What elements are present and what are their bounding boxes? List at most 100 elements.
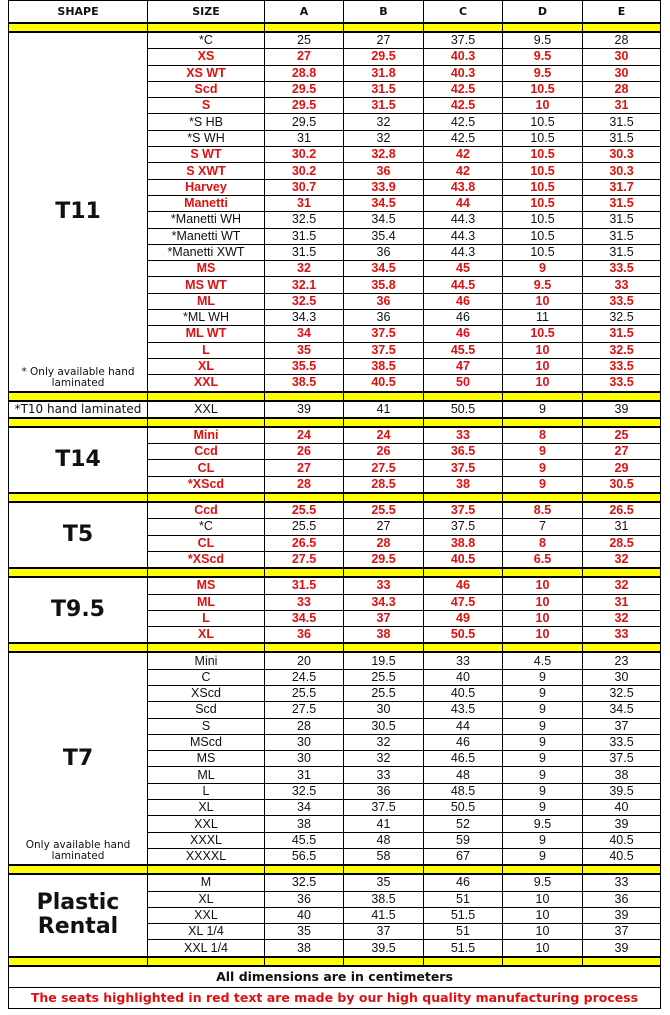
cell-a: 24.5 bbox=[264, 668, 344, 686]
cell-b: 38.5 bbox=[343, 357, 424, 376]
shape-label: T5 bbox=[62, 522, 94, 548]
cell-c: 42.5 bbox=[423, 129, 503, 148]
cell-b: 41 bbox=[343, 815, 424, 833]
cell-b: 40.5 bbox=[343, 374, 424, 393]
cell-e: 33.5 bbox=[582, 357, 661, 376]
cell-size: MS bbox=[147, 750, 265, 768]
header-a: A bbox=[264, 0, 344, 24]
cell-c: 47 bbox=[423, 357, 503, 376]
cell-e: 33 bbox=[582, 626, 661, 644]
cell-d: 9.5 bbox=[502, 48, 583, 66]
table-row: CL 27 27.5 37.5 9 29 bbox=[9, 459, 661, 477]
cell-e: 28 bbox=[582, 80, 661, 99]
cell-c: 44.5 bbox=[423, 276, 503, 294]
cell-e: 31.5 bbox=[582, 194, 661, 213]
cell-c: 46.5 bbox=[423, 750, 503, 768]
cell-e: 39 bbox=[582, 939, 661, 958]
units-note: All dimensions are in centimeters bbox=[8, 965, 661, 988]
cell-e: 32 bbox=[582, 609, 661, 628]
cell-b: 33.9 bbox=[343, 178, 424, 196]
cell-d: 9 bbox=[502, 733, 583, 752]
table-row: S WT 30.2 32.8 42 10.5 30.3 bbox=[9, 146, 661, 164]
cell-a: 26 bbox=[264, 443, 344, 461]
cell-e: 40.5 bbox=[582, 847, 661, 866]
cell-a: 31 bbox=[264, 194, 344, 213]
cell-size: ML bbox=[147, 593, 265, 611]
cell-b: 48 bbox=[343, 831, 424, 849]
cell-d: 9 bbox=[502, 668, 583, 686]
cell-e: 31.5 bbox=[582, 211, 661, 229]
table-row: MS WT 32.1 35.8 44.5 9.5 33 bbox=[9, 276, 661, 294]
cell-size: C bbox=[147, 668, 265, 686]
table-row: S 29.5 31.5 42.5 10 31 bbox=[9, 97, 661, 115]
cell-e: 26.5 bbox=[582, 501, 661, 520]
table-row: XS 27 29.5 40.3 9.5 30 bbox=[9, 48, 661, 66]
header-d: D bbox=[502, 0, 583, 24]
cell-a: 30 bbox=[264, 733, 344, 752]
cell-d: 8 bbox=[502, 534, 583, 552]
cell-size: *Manetti XWT bbox=[147, 243, 265, 262]
cell-a: 31.5 bbox=[264, 227, 344, 245]
cell-size: CL bbox=[147, 534, 265, 552]
cell-d: 9 bbox=[502, 782, 583, 801]
cell-size: L bbox=[147, 782, 265, 801]
red-text-note: The seats highlighted in red text are ma… bbox=[8, 986, 661, 1009]
cell-b: 37 bbox=[343, 923, 424, 941]
cell-b: 19.5 bbox=[343, 651, 424, 670]
cell-d: 8 bbox=[502, 426, 583, 445]
cell-b: 28.5 bbox=[343, 475, 424, 494]
cell-a: 32.1 bbox=[264, 276, 344, 294]
cell-a: 28 bbox=[264, 475, 344, 494]
cell-a: 40 bbox=[264, 906, 344, 925]
cell-c: 44.3 bbox=[423, 227, 503, 245]
cell-c: 46 bbox=[423, 873, 503, 892]
table-row: XL 35.5 38.5 47 10 33.5 bbox=[9, 357, 661, 376]
cell-c: 50.5 bbox=[423, 400, 503, 419]
cell-d: 9 bbox=[502, 701, 583, 719]
separator bbox=[8, 390, 661, 402]
cell-d: 10 bbox=[502, 939, 583, 958]
cell-b: 36 bbox=[343, 243, 424, 262]
shape-cell: *T10 hand laminated bbox=[8, 400, 148, 419]
cell-a: 31 bbox=[264, 129, 344, 148]
cell-a: 25.5 bbox=[264, 684, 344, 703]
cell-size: XL 1/4 bbox=[147, 923, 265, 941]
cell-a: 27.5 bbox=[264, 550, 344, 569]
cell-a: 31.5 bbox=[264, 576, 344, 595]
cell-b: 29.5 bbox=[343, 550, 424, 569]
cell-c: 47.5 bbox=[423, 593, 503, 611]
cell-c: 40.3 bbox=[423, 64, 503, 82]
cell-b: 41 bbox=[343, 400, 424, 419]
cell-d: 6.5 bbox=[502, 550, 583, 569]
cell-size: *XScd bbox=[147, 475, 265, 494]
cell-b: 35.4 bbox=[343, 227, 424, 245]
cell-size: MS WT bbox=[147, 276, 265, 294]
cell-b: 37.5 bbox=[343, 325, 424, 343]
cell-size: Scd bbox=[147, 80, 265, 99]
cell-a: 29.5 bbox=[264, 80, 344, 99]
cell-c: 38.8 bbox=[423, 534, 503, 552]
cell-c: 42.5 bbox=[423, 97, 503, 115]
cell-d: 9.5 bbox=[502, 815, 583, 833]
cell-e: 33 bbox=[582, 276, 661, 294]
cell-b: 58 bbox=[343, 847, 424, 866]
cell-a: 27 bbox=[264, 459, 344, 477]
cell-a: 34.5 bbox=[264, 609, 344, 628]
shape-cell: T5 bbox=[8, 501, 148, 569]
cell-b: 38 bbox=[343, 626, 424, 644]
cell-c: 52 bbox=[423, 815, 503, 833]
cell-c: 50 bbox=[423, 374, 503, 393]
cell-a: 30 bbox=[264, 750, 344, 768]
table-row: L 35 37.5 45.5 10 32.5 bbox=[9, 341, 661, 359]
cell-size: *C bbox=[147, 518, 265, 536]
cell-size: Ccd bbox=[147, 501, 265, 520]
cell-a: 29.5 bbox=[264, 97, 344, 115]
cell-b: 34.5 bbox=[343, 211, 424, 229]
cell-b: 37 bbox=[343, 609, 424, 628]
table-row: *Manetti WT 31.5 35.4 44.3 10.5 31.5 bbox=[9, 227, 661, 245]
cell-d: 10.5 bbox=[502, 162, 583, 180]
table-row: *S WH 31 32 42.5 10.5 31.5 bbox=[9, 129, 661, 148]
cell-c: 46 bbox=[423, 733, 503, 752]
cell-d: 10 bbox=[502, 626, 583, 644]
cell-b: 32 bbox=[343, 733, 424, 752]
